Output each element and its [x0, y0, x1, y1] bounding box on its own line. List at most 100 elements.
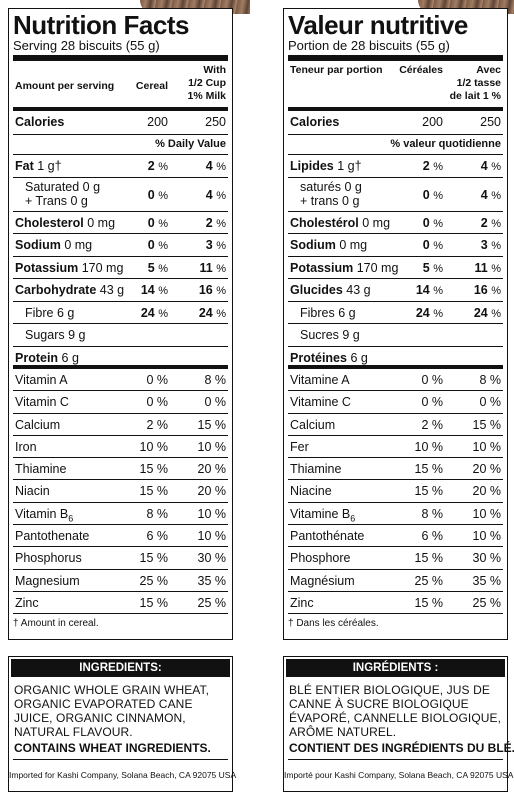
vitamin-cereal-value: 15 %	[139, 484, 169, 499]
vitamin-row: Zinc 15 % 25 %	[288, 592, 503, 615]
nutrient-row: Protein 6 g	[13, 347, 228, 369]
cereal-column-label: Cereal	[135, 80, 168, 92]
nutrient-row: Sugars 9 g	[13, 324, 228, 347]
vitamin-cereal-value: 0 %	[146, 395, 168, 410]
vitamin-label: Calcium	[15, 417, 61, 432]
allergen-statement: CONTAINS WHEAT INGREDIENTS.	[13, 741, 228, 760]
nutrient-row: Potassium 170 mg 5 % 11 %	[288, 257, 503, 279]
calories-cereal: 200	[422, 115, 443, 129]
vitamin-list: Vitamine A 0 % 8 % Vitamine C 0 % 0 % Calcium 2…	[288, 369, 503, 615]
vitamin-cereal-value: 15 %	[414, 595, 444, 610]
vitamin-label: Calcium	[290, 417, 336, 432]
vitamin-label: Thiamine	[290, 462, 342, 477]
nutrient-row: Glucides 43 g 14 % 16 %	[288, 279, 503, 302]
calories-label: Calories	[15, 115, 65, 129]
daily-value-label: % Daily Value	[155, 138, 226, 150]
vitamin-row: Magnesium 25 % 35 %	[13, 570, 228, 592]
amount-per-serving-label: Teneur par portion	[290, 64, 383, 76]
panel-title: Nutrition Facts	[13, 10, 189, 40]
vitamin-row: Vitamin B6 8 % 10 %	[13, 503, 228, 526]
vitamin-label: Niacin	[15, 484, 50, 499]
vitamin-label: Phosphore	[290, 551, 351, 566]
vitamin-row: Vitamine C 0 % 0 %	[288, 391, 503, 414]
vitamin-row: Calcium 2 % 15 %	[13, 414, 228, 436]
vitamin-cereal-value: 10 %	[139, 439, 169, 454]
vitamin-label: Vitamine C	[290, 395, 351, 410]
ingredients-box-fr: INGRÉDIENTS : BLÉ ENTIER BIOLOGIQUE, JUS…	[283, 656, 514, 792]
nutrient-row: saturés 0 g + trans 0 g 0 % 4 %	[288, 178, 503, 212]
vitamin-label: Iron	[15, 439, 37, 454]
vitamin-cereal-value: 25 %	[414, 573, 444, 588]
vitamin-cereal-value: 15 %	[414, 462, 444, 477]
vitamin-label: Zinc	[15, 595, 39, 610]
vitamin-row: Thiamine 15 % 20 %	[288, 458, 503, 481]
nutrient-row: Cholesterol 0 mg 0 % 2 %	[13, 212, 228, 234]
vitamin-row: Thiamine 15 % 20 %	[13, 458, 228, 481]
amount-per-serving-label: Amount per serving	[15, 80, 115, 92]
calories-with-milk: 250	[480, 115, 501, 129]
vitamin-cereal-value: 8 %	[146, 506, 168, 521]
nutrition-facts-panel-en: Nutrition Facts Serving 28 biscuits (55 …	[8, 8, 233, 640]
vitamin-label: Vitamin C	[15, 395, 69, 410]
nutrition-facts-panel-fr: Valeur nutritive Portion de 28 biscuits …	[283, 8, 508, 640]
nutrient-row: Carbohydrate 43 g 14 % 16 %	[13, 279, 228, 302]
cereal-column-label: Céréales	[399, 64, 443, 76]
nutrient-row: Fibre 6 g 24 % 24 %	[13, 302, 228, 324]
vitamin-cereal-value: 15 %	[414, 484, 444, 499]
vitamin-row: Pantothenate 6 % 10 %	[13, 525, 228, 548]
vitamin-cereal-value: 15 %	[139, 462, 169, 477]
vitamin-cereal-value: 15 %	[139, 595, 169, 610]
nutrient-row: Sodium 0 mg 0 % 3 %	[288, 234, 503, 257]
calories-cereal: 200	[147, 115, 168, 129]
vitamin-cereal-value: 0 %	[421, 373, 443, 387]
vitamin-with-milk-value: 0 %	[204, 395, 226, 410]
vitamin-cereal-value: 10 %	[414, 439, 444, 454]
vitamin-with-milk-value: 10 %	[197, 506, 227, 521]
vitamin-cereal-value: 6 %	[421, 529, 443, 544]
vitamin-row: Vitamin C 0 % 0 %	[13, 391, 228, 414]
serving-size: Portion de 28 biscuits (55 g)	[288, 39, 503, 61]
with-milk-column-label: Avec 1/2 tasse de lait 1 %	[449, 64, 501, 102]
vitamin-list: Vitamin A 0 % 8 % Vitamin C 0 % 0 % Calcium 2 %…	[13, 369, 228, 615]
vitamin-label: Magnesium	[15, 573, 80, 588]
importer-statement: Imported for Kashi Company, Solana Beach…	[9, 770, 237, 780]
footnote: † Amount in cereal.	[13, 618, 99, 630]
vitamin-with-milk-value: 20 %	[472, 462, 502, 477]
ingredients-text: BLÉ ENTIER BIOLOGIQUE, JUS DE CANNE À SU…	[289, 683, 502, 739]
vitamin-row: Niacin 15 % 20 %	[13, 480, 228, 503]
vitamin-with-milk-value: 10 %	[472, 439, 502, 454]
nutrient-row: Potassium 170 mg 5 % 11 %	[13, 257, 228, 279]
vitamin-cereal-value: 0 %	[146, 373, 168, 387]
vitamin-with-milk-value: 10 %	[197, 529, 227, 544]
vitamin-cereal-value: 2 %	[421, 417, 443, 432]
vitamin-with-milk-value: 25 %	[197, 595, 227, 610]
daily-value-header: % valeur quotidienne	[288, 135, 503, 155]
vitamin-with-milk-value: 10 %	[472, 506, 502, 521]
vitamin-label: Magnésium	[290, 573, 355, 588]
vitamin-with-milk-value: 20 %	[472, 484, 502, 499]
vitamin-with-milk-value: 8 %	[204, 373, 226, 387]
column-header: Teneur par portion Céréales Avec 1/2 tass…	[288, 61, 503, 111]
vitamin-label: Vitamin A	[15, 373, 68, 387]
daily-value-header: % Daily Value	[13, 135, 228, 155]
calories-with-milk: 250	[205, 115, 226, 129]
vitamin-label: Fer	[290, 439, 309, 454]
vitamin-with-milk-value: 20 %	[197, 484, 227, 499]
vitamin-cereal-value: 25 %	[139, 573, 169, 588]
vitamin-cereal-value: 0 %	[421, 395, 443, 410]
vitamin-label: Vitamin B6	[15, 506, 74, 524]
vitamin-with-milk-value: 35 %	[197, 573, 227, 588]
vitamin-cereal-value: 6 %	[146, 529, 168, 544]
vitamin-label: Vitamine A	[290, 373, 350, 387]
daily-value-label: % valeur quotidienne	[390, 138, 501, 150]
vitamin-with-milk-value: 10 %	[197, 439, 227, 454]
nutrient-row: Cholestérol 0 mg 0 % 2 %	[288, 212, 503, 234]
vitamin-row: Magnésium 25 % 35 %	[288, 570, 503, 592]
vitamin-with-milk-value: 30 %	[197, 551, 227, 566]
vitamin-with-milk-value: 25 %	[472, 595, 502, 610]
ingredients-box-en: INGREDIENTS: ORGANIC WHOLE GRAIN WHEAT, …	[8, 656, 237, 792]
vitamin-cereal-value: 8 %	[421, 506, 443, 521]
vitamin-row: Phosphorus 15 % 30 %	[13, 547, 228, 570]
nutrient-row: Fat 1 g† 2 % 4 %	[13, 155, 228, 178]
vitamin-label: Niacine	[290, 484, 332, 499]
